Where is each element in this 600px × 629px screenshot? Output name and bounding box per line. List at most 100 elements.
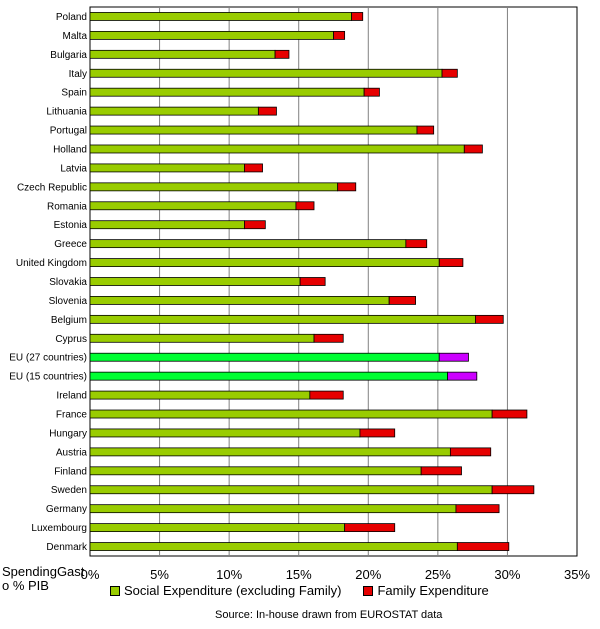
bar-family [299,277,326,286]
x-tick-label: 0% [81,567,100,582]
bar-social [89,447,451,457]
bar-family [244,220,266,230]
bar-family [244,163,263,173]
category-label: EU (27 countries) [9,353,87,364]
bar-social [89,390,311,400]
category-label: EU (15 countries) [9,372,87,383]
bar-social [89,296,390,305]
bar-family [438,352,469,362]
bar-social [89,87,365,97]
bar-family [456,542,510,551]
bar-social [89,352,440,362]
bar-family [491,485,535,495]
bar-social [89,182,339,192]
bar-family [351,12,364,21]
bar-social [89,409,493,419]
bar-family [359,428,396,438]
bar-social [89,371,448,381]
legend-label-social: Social Expenditure (excluding Family) [124,583,342,598]
bar-family [449,447,492,457]
bar-family [475,314,504,324]
bar-social [89,239,407,249]
category-label: Poland [56,12,87,23]
bar-social [89,504,457,514]
category-label: Malta [63,31,88,42]
category-label: Latvia [60,163,87,174]
bar-family [447,371,478,381]
category-label: Denmark [46,542,88,553]
x-tick-label: 30% [494,567,520,582]
bar-social [89,277,301,286]
bar-social [89,220,245,230]
source-note: Source: In-house drawn from EUROSTAT dat… [215,609,443,621]
x-tick-label: 5% [150,567,169,582]
bar-family [388,296,416,305]
category-label: France [56,410,88,421]
bar-social [89,106,259,116]
bar-social [89,144,465,154]
bar-family [274,49,290,59]
bar-social [89,314,476,324]
category-label: Holland [53,144,87,155]
x-tick-label: 25% [425,567,451,582]
category-label: Ireland [56,391,87,402]
bar-social [89,163,245,173]
bar-social [89,68,443,78]
legend-swatch-social [110,585,120,596]
bar-family [441,68,458,78]
category-label: Hungary [49,428,87,439]
category-label: Sweden [51,485,87,496]
bar-social [89,49,276,59]
bar-family [491,409,528,419]
category-label: Italy [69,69,87,80]
bar-social [89,201,297,211]
x-tick-label: 10% [216,567,242,582]
bar-social [89,466,422,476]
legend-label-family: Family Expenditure [377,583,489,598]
bar-social [89,542,458,551]
bar-social [89,30,334,40]
category-label: Greece [54,239,87,250]
bar-family [309,390,344,400]
y-axis-label: SpendingGast o % PIB [2,564,85,593]
category-label: Portugal [50,126,87,137]
bar-family [438,258,464,267]
category-label: Estonia [54,220,88,231]
category-label: Slovenia [49,296,88,307]
category-label: Lithuania [46,107,87,118]
legend-swatch-family [363,585,374,596]
x-tick-label: 15% [286,567,312,582]
bar-social [89,428,361,438]
bar-family [337,182,357,192]
category-label: Slovakia [49,277,87,288]
category-label: Luxembourg [31,523,87,534]
x-tick-label: 20% [355,567,381,582]
category-label: Czech Republic [17,182,87,193]
bar-family [420,466,462,476]
category-label: Germany [46,504,87,515]
category-label: Spain [61,88,87,99]
bar-family [463,144,483,154]
category-label: Austria [56,447,88,458]
category-label: United Kingdom [16,258,87,269]
bar-family [416,125,435,135]
category-label: Romania [47,201,87,212]
x-tick-label: 35% [564,567,590,582]
category-label: Finland [54,466,87,477]
category-label: Cyprus [55,334,87,345]
category-label: Bulgaria [50,50,87,61]
bar-social [89,333,315,343]
bar-social [89,485,493,495]
bar-family [363,87,380,97]
bar-social [89,12,352,21]
bar-family [257,106,277,116]
legend-item-family: Family Expenditure [363,583,489,598]
bar-social [89,258,440,267]
bar-family [405,239,428,249]
bar-family [455,504,500,514]
bar-family [333,30,346,40]
bar-family [313,333,344,343]
bar-family [344,523,396,533]
bar-social [89,523,346,533]
